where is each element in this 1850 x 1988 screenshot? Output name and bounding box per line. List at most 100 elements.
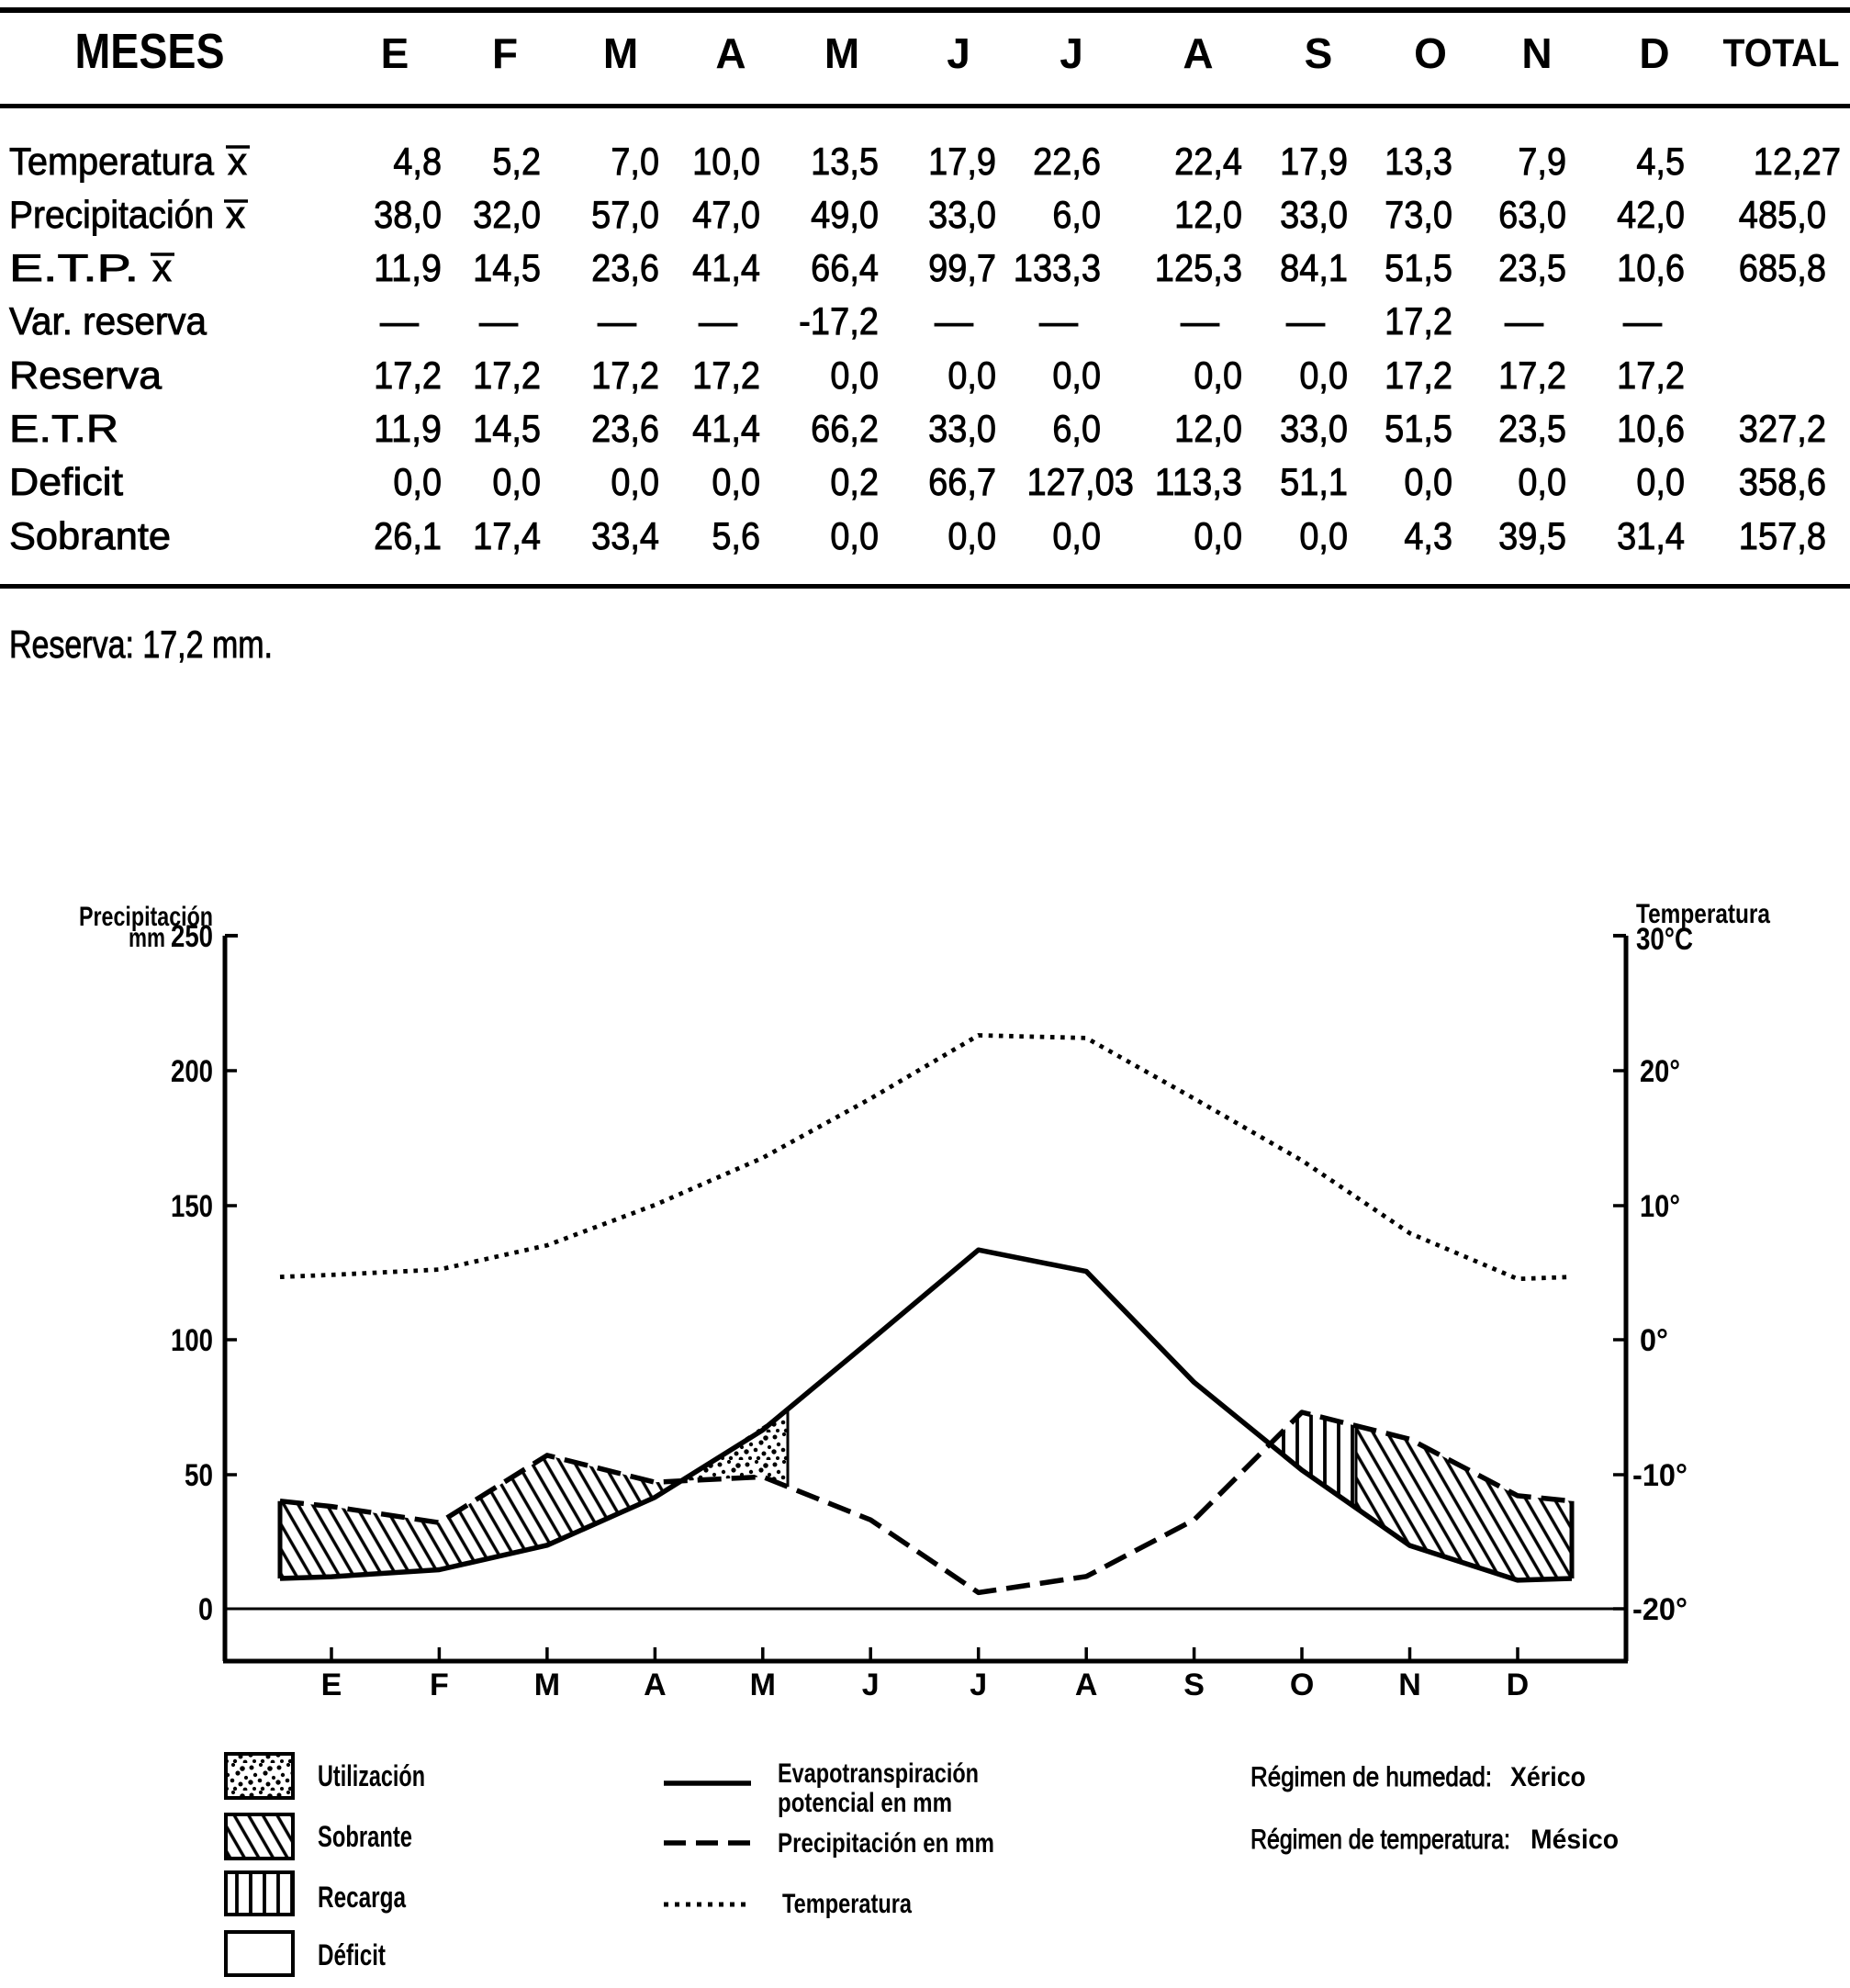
svg-text:D: D	[1639, 29, 1669, 77]
svg-text:17,2: 17,2	[1498, 354, 1566, 397]
svg-text:0,0: 0,0	[611, 460, 659, 503]
svg-text:Mésico: Mésico	[1530, 1825, 1619, 1855]
svg-text:M: M	[750, 1668, 776, 1702]
svg-text:J: J	[970, 1668, 987, 1702]
svg-text:485,0: 485,0	[1739, 193, 1826, 236]
svg-text:TOTAL: TOTAL	[1723, 31, 1840, 75]
svg-text:O: O	[1414, 29, 1447, 77]
svg-text:26,1: 26,1	[374, 514, 442, 557]
svg-text:0,0: 0,0	[492, 460, 541, 503]
svg-text:F: F	[430, 1668, 449, 1702]
svg-text:0,0: 0,0	[1299, 514, 1348, 557]
svg-text:10,6: 10,6	[1617, 407, 1685, 450]
svg-text:N: N	[1398, 1668, 1421, 1702]
svg-text:Precipitación en mm: Precipitación en mm	[778, 1828, 994, 1859]
svg-text:20°: 20°	[1640, 1054, 1680, 1089]
svg-text:17,9: 17,9	[928, 140, 996, 183]
svg-text:Temperatura: Temperatura	[1636, 899, 1770, 929]
svg-text:157,8: 157,8	[1739, 514, 1826, 557]
svg-text:0,0: 0,0	[1404, 460, 1452, 503]
svg-text:-17,2: -17,2	[799, 299, 879, 343]
svg-text:47,0: 47,0	[692, 193, 760, 236]
svg-text:33,0: 33,0	[928, 407, 996, 450]
svg-text:7,9: 7,9	[1518, 140, 1566, 183]
svg-text:-10°: -10°	[1632, 1458, 1687, 1493]
svg-text:—: —	[1286, 299, 1325, 343]
svg-text:—: —	[1181, 299, 1219, 343]
svg-text:A: A	[644, 1668, 667, 1702]
svg-text:66,2: 66,2	[811, 407, 879, 450]
svg-text:S: S	[1183, 1668, 1205, 1702]
svg-text:0,0: 0,0	[1194, 514, 1242, 557]
svg-text:x: x	[152, 246, 172, 289]
svg-text:E.T.P.: E.T.P.	[9, 246, 139, 289]
svg-text:Reserva: 17,2 mm.: Reserva: 17,2 mm.	[9, 623, 273, 666]
svg-text:133,3: 133,3	[1014, 246, 1101, 289]
svg-text:E: E	[321, 1668, 342, 1702]
svg-text:0,0: 0,0	[830, 514, 879, 557]
svg-text:17,2: 17,2	[374, 354, 442, 397]
svg-text:6,0: 6,0	[1052, 407, 1101, 450]
svg-text:5,2: 5,2	[492, 140, 541, 183]
svg-text:33,0: 33,0	[928, 193, 996, 236]
svg-text:4,8: 4,8	[393, 140, 442, 183]
svg-text:0,0: 0,0	[1518, 460, 1566, 503]
svg-text:Régimen de humedad:: Régimen de humedad:	[1250, 1762, 1492, 1792]
svg-text:11,9: 11,9	[374, 407, 442, 450]
svg-text:23,5: 23,5	[1498, 407, 1566, 450]
svg-text:0,0: 0,0	[947, 354, 996, 397]
svg-text:-20°: -20°	[1632, 1592, 1687, 1627]
svg-text:—: —	[380, 299, 419, 343]
svg-text:MESES: MESES	[75, 24, 225, 79]
svg-text:potencial en mm: potencial en mm	[778, 1788, 952, 1818]
svg-text:125,3: 125,3	[1155, 246, 1242, 289]
svg-text:99,7: 99,7	[928, 246, 996, 289]
svg-text:0,0: 0,0	[1052, 354, 1101, 397]
svg-text:685,8: 685,8	[1739, 246, 1826, 289]
svg-text:0,0: 0,0	[830, 354, 879, 397]
svg-text:100: 100	[171, 1323, 213, 1358]
svg-text:S: S	[1305, 29, 1333, 77]
svg-text:113,3: 113,3	[1155, 460, 1242, 503]
svg-text:A: A	[1075, 1668, 1098, 1702]
svg-text:57,0: 57,0	[591, 193, 659, 236]
svg-text:38,0: 38,0	[374, 193, 442, 236]
svg-text:32,0: 32,0	[473, 193, 541, 236]
svg-text:0: 0	[198, 1592, 213, 1627]
svg-text:E: E	[381, 29, 409, 77]
svg-text:M: M	[824, 29, 859, 77]
svg-text:A: A	[1183, 29, 1213, 77]
svg-text:39,5: 39,5	[1498, 514, 1566, 557]
svg-text:50: 50	[185, 1458, 213, 1493]
svg-text:33,0: 33,0	[1280, 407, 1348, 450]
svg-text:—: —	[1505, 299, 1543, 343]
svg-text:mm: mm	[129, 923, 165, 953]
svg-text:84,1: 84,1	[1280, 246, 1348, 289]
svg-text:12,0: 12,0	[1174, 407, 1242, 450]
svg-text:N: N	[1521, 29, 1552, 77]
svg-text:11,9: 11,9	[374, 246, 442, 289]
svg-text:66,7: 66,7	[928, 460, 996, 503]
svg-text:10,6: 10,6	[1617, 246, 1685, 289]
svg-text:—: —	[935, 299, 973, 343]
svg-text:17,2: 17,2	[1385, 299, 1452, 343]
svg-text:200: 200	[171, 1054, 213, 1089]
svg-text:—: —	[479, 299, 518, 343]
svg-text:22,6: 22,6	[1033, 140, 1101, 183]
svg-text:12,0: 12,0	[1174, 193, 1242, 236]
svg-text:Recarga: Recarga	[318, 1881, 406, 1914]
svg-text:Utilización: Utilización	[318, 1759, 425, 1792]
svg-text:327,2: 327,2	[1739, 407, 1826, 450]
svg-text:33,4: 33,4	[591, 514, 659, 557]
svg-text:Xérico: Xérico	[1510, 1762, 1586, 1792]
svg-text:10°: 10°	[1640, 1189, 1680, 1224]
svg-text:M: M	[534, 1668, 560, 1702]
svg-text:O: O	[1290, 1668, 1314, 1702]
svg-text:17,2: 17,2	[692, 354, 760, 397]
svg-text:Régimen de temperatura:: Régimen de temperatura:	[1250, 1825, 1510, 1855]
svg-text:0,0: 0,0	[712, 460, 760, 503]
svg-text:x: x	[228, 140, 247, 183]
svg-text:17,2: 17,2	[473, 354, 541, 397]
svg-text:17,4: 17,4	[473, 514, 541, 557]
svg-text:12,27: 12,27	[1754, 140, 1841, 183]
